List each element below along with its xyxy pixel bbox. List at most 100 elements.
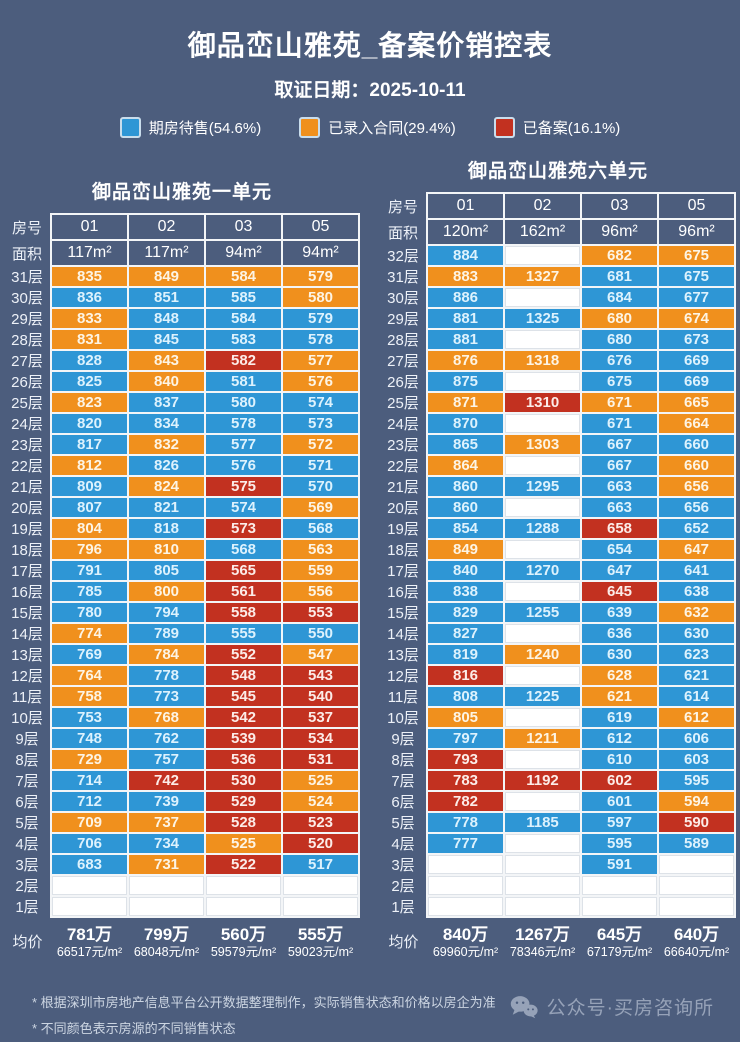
- price-cell: 579: [281, 265, 360, 288]
- price-cell: 601: [580, 790, 659, 813]
- room-row-header: 房号: [11, 219, 42, 237]
- price-cell: 791: [50, 559, 129, 582]
- price-cell: 520: [281, 832, 360, 855]
- unit-1-price-table: 房号 01 02 03 05 面积 117m² 117m² 94m² 94m² 31层 835 849 5…: [4, 213, 360, 966]
- price-cell: 656: [657, 475, 736, 498]
- price-cell: 568: [204, 538, 283, 561]
- room-row-header: 房号: [387, 198, 418, 216]
- legend-label: 已备案(16.1%): [522, 120, 621, 137]
- floor-row: 9层 797 1211 612 606: [380, 727, 736, 750]
- price-cell: 884: [426, 244, 505, 267]
- price-cell: 832: [127, 433, 206, 456]
- price-cell: [503, 748, 582, 771]
- floor-label: 29层: [387, 311, 419, 328]
- floor-label: 32层: [387, 248, 419, 265]
- avg-unit-price: 59579元/m²: [210, 945, 277, 960]
- floor-label: 20层: [11, 500, 43, 517]
- floor-label: 16层: [387, 584, 419, 601]
- floor-row: 21层 860 1295 663 656: [380, 475, 736, 498]
- price-cell: 658: [580, 517, 659, 540]
- legend-swatch-registered: [493, 117, 515, 138]
- price-cell: 585: [204, 286, 283, 309]
- price-cell: 731: [127, 853, 206, 876]
- floor-row: 18层 849 654 647: [380, 538, 736, 561]
- price-cell: 579: [281, 307, 360, 330]
- legend: 期房待售(54.6%) 已录入合同(29.4%) 已备案(16.1%): [0, 117, 740, 138]
- price-cell: 572: [281, 433, 360, 456]
- floor-label: 25层: [11, 395, 43, 412]
- footnotes: * 根据深圳市房地产信息平台公开数据整理制作，实际销售状态和价格以房企为准 * …: [32, 990, 740, 1042]
- floor-label: 6层: [15, 794, 39, 811]
- floor-label: 4层: [391, 836, 415, 853]
- floor-label: 2层: [391, 878, 415, 895]
- price-cell: 836: [50, 286, 129, 309]
- room-number-header: 01: [50, 213, 129, 241]
- price-cell: [281, 874, 360, 897]
- avg-total-price: 1267万: [515, 924, 570, 944]
- area-value: 96m²: [580, 218, 659, 246]
- price-cell: 524: [281, 790, 360, 813]
- price-cell: 851: [127, 286, 206, 309]
- floor-row: 30层 886 684 677: [380, 286, 736, 309]
- floor-label: 21层: [11, 479, 43, 496]
- price-cell: 669: [657, 370, 736, 393]
- price-cell: 778: [426, 811, 505, 834]
- price-cell: 576: [281, 370, 360, 393]
- avg-total-price: 645万: [596, 924, 643, 944]
- price-cell: 545: [204, 685, 283, 708]
- floor-row: 12层 816 628 621: [380, 664, 736, 687]
- floor-label: 19层: [11, 521, 43, 538]
- price-cell: 589: [657, 832, 736, 855]
- floor-label: 24层: [11, 416, 43, 433]
- price-cell: 680: [580, 328, 659, 351]
- price-cell: 614: [657, 685, 736, 708]
- floor-row: 5层 709 737 528 523: [4, 811, 360, 834]
- price-cell: 675: [657, 265, 736, 288]
- price-cell: 569: [281, 496, 360, 519]
- floor-row: 6层 782 601 594: [380, 790, 736, 813]
- floor-row: 15层 829 1255 639 632: [380, 601, 736, 624]
- price-cell: 881: [426, 307, 505, 330]
- price-cell: [503, 538, 582, 561]
- price-cell: 543: [281, 664, 360, 687]
- floor-row: 28层 881 680 673: [380, 328, 736, 351]
- floor-label: 12层: [387, 668, 419, 685]
- avg-price-row: 均价 840万 69960元/m² 1267万 78346元/m² 645万 67179元/…: [380, 917, 735, 966]
- floor-row: 23层 817 832 577 572: [4, 433, 360, 456]
- floor-row: 4层 777 595 589: [380, 832, 736, 855]
- price-cell: 753: [50, 706, 129, 729]
- floor-row: 15层 780 794 558 553: [4, 601, 360, 624]
- price-cell: 563: [281, 538, 360, 561]
- price-cell: 553: [281, 601, 360, 624]
- price-cell: 621: [580, 685, 659, 708]
- floor-row: 19层 804 818 573 568: [4, 517, 360, 540]
- floor-row: 10层 805 619 612: [380, 706, 736, 729]
- price-cell: [657, 853, 736, 876]
- floor-label: 15层: [387, 605, 419, 622]
- price-cell: 603: [657, 748, 736, 771]
- price-cell: 684: [580, 286, 659, 309]
- price-cell: 522: [204, 853, 283, 876]
- price-cell: 573: [204, 517, 283, 540]
- price-cell: 860: [426, 475, 505, 498]
- price-cell: 591: [580, 853, 659, 876]
- price-cell: [503, 496, 582, 519]
- floor-label: 13层: [387, 647, 419, 664]
- price-cell: 762: [127, 727, 206, 750]
- floor-row: 31层 883 1327 681 675: [380, 265, 736, 288]
- floor-row: 22层 864 667 660: [380, 454, 736, 477]
- price-cell: 665: [657, 391, 736, 414]
- price-cell: 558: [204, 601, 283, 624]
- floor-label: 10层: [387, 710, 419, 727]
- floor-row: 9层 748 762 539 534: [4, 727, 360, 750]
- price-cell: 737: [127, 811, 206, 834]
- floor-row: 7层 714 742 530 525: [4, 769, 360, 792]
- floor-label: 11层: [11, 689, 43, 706]
- avg-row-header: 均价: [12, 934, 43, 951]
- floor-row: 25层 871 1310 671 665: [380, 391, 736, 414]
- price-cell: 536: [204, 748, 283, 771]
- price-cell: 805: [426, 706, 505, 729]
- floor-label: 29层: [11, 311, 43, 328]
- price-cell: 578: [204, 412, 283, 435]
- price-cell: 674: [657, 307, 736, 330]
